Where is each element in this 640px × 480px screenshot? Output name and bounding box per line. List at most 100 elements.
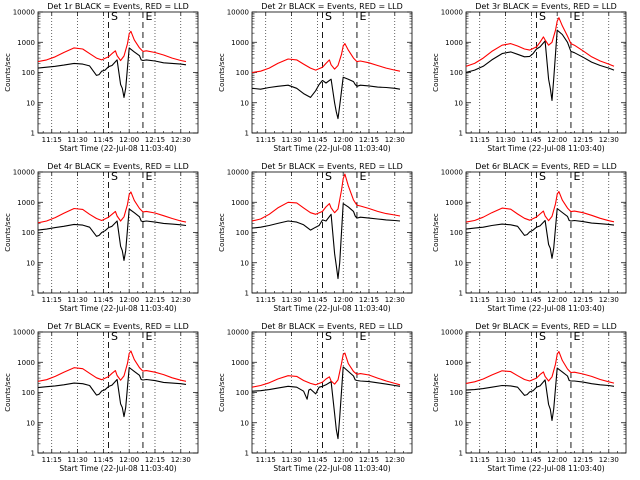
x-axis-label: Start Time (22-Jul-08 11:03:40) (487, 464, 604, 473)
y-tick-label: 10000 (227, 329, 249, 337)
y-axis-label: Counts/sec (218, 53, 226, 92)
marker-label-e: E (359, 170, 366, 183)
marker-label-e: E (359, 330, 366, 343)
marker-label-s: S (111, 10, 118, 23)
x-tick-label: 12:00 (547, 136, 567, 144)
y-tick-label: 1 (31, 290, 35, 298)
plot-frame (465, 331, 627, 454)
series-group (466, 17, 615, 101)
x-tick-label: 12:00 (119, 456, 139, 464)
x-tick-label: 11:45 (307, 456, 327, 464)
x-tick-label: 11:15 (256, 136, 276, 144)
series-line-events (38, 47, 187, 98)
y-tick-label: 1000 (231, 359, 249, 367)
series-line-lld (252, 352, 401, 388)
marker-label-s: S (325, 330, 332, 343)
x-tick-label: 11:15 (470, 296, 490, 304)
x-tick-label: 12:15 (359, 136, 379, 144)
y-tick-label: 10 (240, 259, 249, 267)
y-tick-label: 100 (450, 69, 463, 77)
x-tick-label: 11:15 (42, 296, 62, 304)
series-line-events (38, 366, 187, 418)
x-tick-label: 11:30 (495, 296, 515, 304)
x-tick-label: 11:15 (256, 456, 276, 464)
y-tick-label: 10000 (227, 9, 249, 17)
marker-label-e: E (145, 330, 152, 343)
marker-label-e: E (573, 10, 580, 23)
series-line-lld (466, 351, 615, 384)
x-tick-label: 12:15 (145, 296, 165, 304)
x-tick-label: 12:00 (119, 296, 139, 304)
x-tick-label: 11:45 (521, 296, 541, 304)
x-tick-label: 12:00 (547, 456, 567, 464)
y-tick-label: 10000 (13, 9, 35, 17)
x-axis-label: Start Time (22-Jul-08 11:03:40) (273, 304, 390, 313)
series-group (38, 350, 187, 418)
x-tick-label: 12:30 (385, 296, 405, 304)
series-group (466, 351, 615, 421)
x-tick-label: 11:45 (521, 136, 541, 144)
x-tick-label: 12:30 (171, 456, 191, 464)
panel-title: Det 3r BLACK = Events, RED = LLD (475, 2, 617, 11)
x-tick-label: 11:45 (521, 456, 541, 464)
series-line-lld (252, 43, 401, 74)
x-tick-label: 11:45 (307, 296, 327, 304)
x-tick-label: 11:45 (93, 136, 113, 144)
plot-frame (465, 11, 627, 134)
series-line-lld (38, 30, 187, 63)
marker-label-s: S (111, 330, 118, 343)
x-tick-label: 11:15 (470, 456, 490, 464)
y-tick-label: 1 (31, 130, 35, 138)
marker-label-e: E (145, 170, 152, 183)
x-axis-label: Start Time (22-Jul-08 11:03:40) (487, 304, 604, 313)
y-tick-label: 1000 (17, 199, 35, 207)
marker-label-s: S (111, 170, 118, 183)
x-tick-label: 12:30 (171, 296, 191, 304)
y-tick-label: 10 (240, 99, 249, 107)
plot-frame (37, 11, 199, 134)
y-tick-label: 1 (459, 130, 463, 138)
x-tick-label: 11:15 (470, 136, 490, 144)
y-tick-label: 10 (26, 419, 35, 427)
marker-label-e: E (573, 330, 580, 343)
marker-label-s: S (539, 170, 546, 183)
marker-label-e: E (573, 170, 580, 183)
panel-title: Det 5r BLACK = Events, RED = LLD (261, 162, 403, 171)
panel-title: Det 6r BLACK = Events, RED = LLD (475, 162, 617, 171)
x-tick-label: 12:30 (599, 296, 619, 304)
x-tick-label: 11:30 (281, 136, 301, 144)
marker-label-s: S (539, 330, 546, 343)
series-line-events (252, 203, 401, 280)
x-tick-label: 12:00 (119, 136, 139, 144)
x-axis-label: Start Time (22-Jul-08 11:03:40) (59, 464, 176, 473)
y-axis-label: Counts/sec (432, 213, 440, 252)
series-group (38, 30, 187, 98)
series-group (252, 352, 401, 440)
x-tick-label: 11:30 (67, 456, 87, 464)
marker-label-s: S (325, 10, 332, 23)
plot-frame (251, 11, 413, 134)
y-tick-label: 1000 (445, 359, 463, 367)
x-axis-label: Start Time (22-Jul-08 11:03:40) (273, 144, 390, 153)
x-tick-label: 12:15 (145, 456, 165, 464)
x-tick-label: 12:00 (547, 296, 567, 304)
y-axis-label: Counts/sec (432, 53, 440, 92)
y-axis-label: Counts/sec (4, 53, 12, 92)
x-tick-label: 11:45 (93, 296, 113, 304)
plot-frame (251, 171, 413, 294)
series-group (252, 173, 401, 280)
y-tick-label: 1 (459, 450, 463, 458)
series-line-events (252, 366, 401, 440)
x-tick-label: 12:00 (333, 136, 353, 144)
y-tick-label: 1000 (17, 359, 35, 367)
plot-frame (37, 171, 199, 294)
y-tick-label: 10000 (13, 329, 35, 337)
marker-label-e: E (145, 10, 152, 23)
y-tick-label: 1000 (17, 39, 35, 47)
